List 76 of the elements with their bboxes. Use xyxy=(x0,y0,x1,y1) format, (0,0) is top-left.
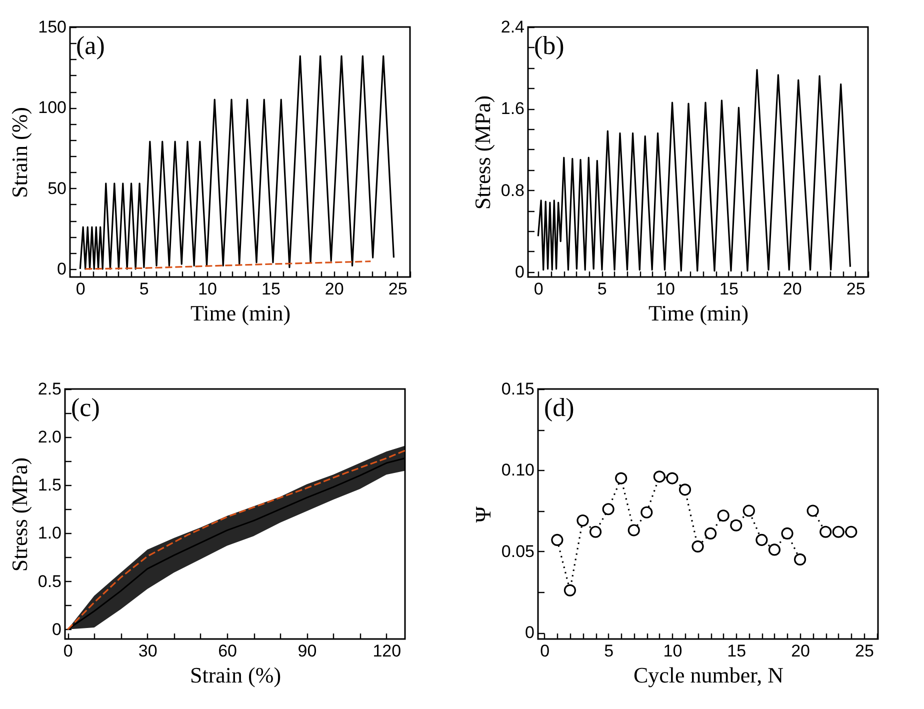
annotation: (b) xyxy=(534,31,564,60)
point xyxy=(845,526,858,538)
point xyxy=(717,510,730,522)
y-tick-label: 0.8 xyxy=(500,180,524,200)
line-series xyxy=(84,260,372,270)
y-tick-label: 1.0 xyxy=(38,524,62,543)
y-tick-label: 0 xyxy=(52,620,62,639)
y-axis-title: Stress (MPa) xyxy=(470,95,495,210)
y-tick-label: 1.6 xyxy=(500,99,524,118)
x-tick-label: 20 xyxy=(782,280,802,298)
point xyxy=(602,503,614,516)
y-tick-label: 2.0 xyxy=(38,428,62,447)
x-tick-label: 15 xyxy=(719,280,738,298)
x-tick-label: 30 xyxy=(138,642,158,660)
point xyxy=(781,527,794,540)
point xyxy=(589,526,602,538)
x-tick-label: 25 xyxy=(854,642,874,660)
y-tick-label: 150 xyxy=(38,18,66,36)
point xyxy=(640,506,653,518)
x-tick-label: 25 xyxy=(388,280,408,298)
x-tick-label: 5 xyxy=(604,642,614,660)
point xyxy=(551,534,564,546)
point xyxy=(794,553,806,566)
y-tick-label: 0.15 xyxy=(501,380,534,398)
point xyxy=(742,504,755,517)
point xyxy=(820,526,832,538)
y-tick-label: 2.4 xyxy=(500,18,524,36)
y-tick-label: 0.5 xyxy=(38,572,62,591)
x-tick-label: 25 xyxy=(846,280,866,298)
y-tick-label: 0 xyxy=(525,623,534,642)
x-tick-label: 5 xyxy=(597,280,607,298)
x-axis-title: Strain (%) xyxy=(190,662,282,688)
point xyxy=(692,540,704,552)
point xyxy=(768,544,781,556)
point xyxy=(576,514,589,527)
x-axis-title: Time (min) xyxy=(190,300,291,326)
x-tick-label: 15 xyxy=(727,642,746,660)
y-tick-label: 0.05 xyxy=(501,542,534,561)
point xyxy=(678,484,692,496)
point xyxy=(628,524,640,536)
annotation: (c) xyxy=(71,393,100,422)
x-tick-label: 120 xyxy=(372,642,402,660)
x-tick-label: 5 xyxy=(139,280,149,298)
x-tick-label: 10 xyxy=(663,642,682,660)
y-tick-label: 50 xyxy=(48,178,66,198)
annotation: (a) xyxy=(76,31,105,60)
y-tick-label: 0 xyxy=(57,259,66,278)
y-tick-label: 2.5 xyxy=(38,380,62,398)
y-tick-label: 0 xyxy=(515,262,524,282)
point xyxy=(832,526,844,538)
y-tick-label: 1.5 xyxy=(38,476,62,495)
x-tick-label: 0 xyxy=(76,280,86,298)
point xyxy=(564,584,576,596)
point xyxy=(666,472,678,484)
point xyxy=(704,527,717,540)
x-tick-label: 10 xyxy=(198,280,217,298)
x-tick-label: 90 xyxy=(298,642,317,660)
point xyxy=(615,472,628,484)
point xyxy=(653,470,666,483)
point xyxy=(806,504,819,517)
x-axis-title: Time (min) xyxy=(648,300,749,326)
x-tick-label: 0 xyxy=(540,642,550,660)
point xyxy=(730,519,742,532)
x-axis-title: Cycle number, N xyxy=(633,662,784,688)
x-tick-label: 15 xyxy=(261,280,280,298)
y-axis-title: Strain (%) xyxy=(7,106,32,198)
annotation: (d) xyxy=(544,393,574,422)
x-tick-label: 20 xyxy=(791,642,810,660)
y-tick-label: 100 xyxy=(38,98,66,118)
point xyxy=(756,534,768,546)
y-axis-title: Stress (MPa) xyxy=(6,457,32,572)
y-axis-title: Ψ xyxy=(470,506,496,523)
x-tick-label: 20 xyxy=(324,280,344,298)
x-tick-label: 60 xyxy=(218,642,237,660)
x-tick-label: 10 xyxy=(656,280,675,298)
y-tick-label: 0.10 xyxy=(501,460,534,480)
